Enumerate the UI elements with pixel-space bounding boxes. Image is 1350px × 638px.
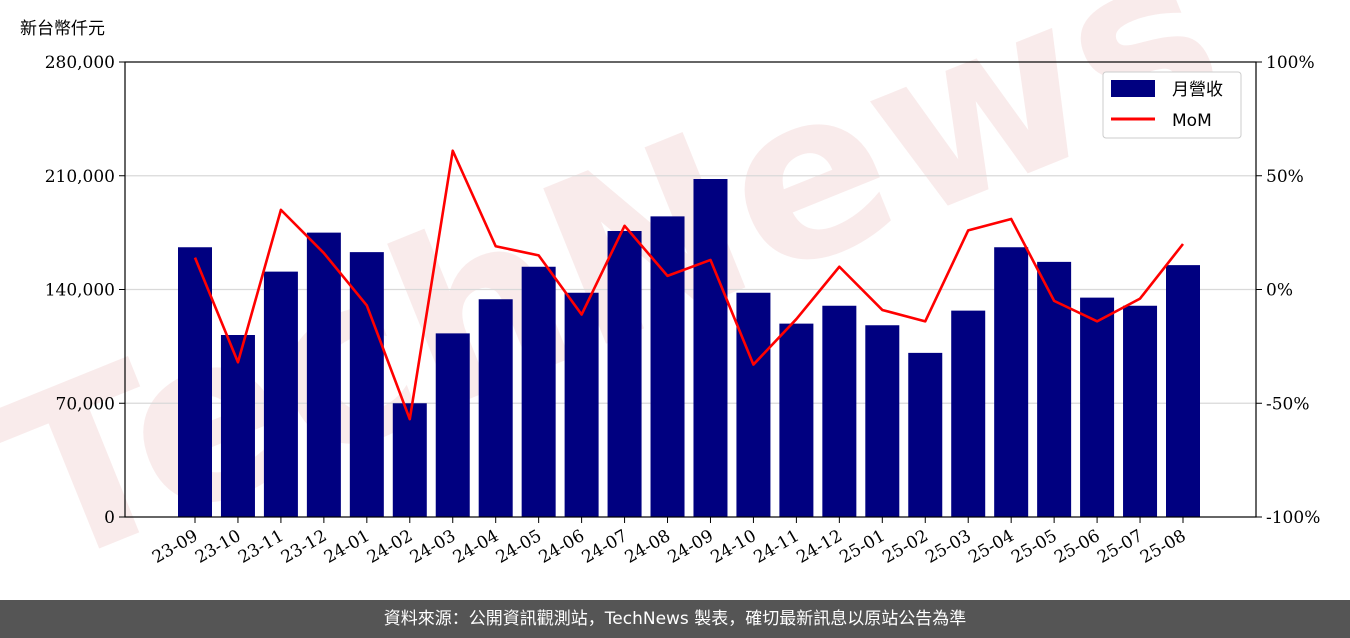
bar-24-08 [650,216,685,517]
y-right-tick-label: 100% [1266,53,1315,73]
bar-25-01 [865,325,900,517]
legend: 月營收 MoM [1102,71,1242,139]
bar-25-06 [1080,297,1115,517]
x-tick-label: 24-05 [493,526,545,568]
bar-23-12 [306,232,341,517]
bar-25-08 [1166,265,1200,517]
y-left-tick-label: 70,000 [56,394,115,414]
bar-25-02 [908,352,943,517]
y-left-tick-label: 140,000 [45,281,115,301]
y-right-tick-label: 0% [1266,281,1293,301]
bar-24-07 [607,231,642,517]
x-tick-label: 24-02 [364,526,416,568]
x-tick-label: 25-08 [1137,526,1189,568]
x-tick-label: 24-10 [707,526,759,568]
bar-series [178,179,1200,517]
x-tick-label: 24-09 [665,526,717,568]
y-left-tick-label: 210,000 [45,167,115,187]
bar-23-10 [220,335,255,517]
x-tick-label: 24-04 [450,526,502,568]
bar-24-11 [779,323,814,517]
x-tick-label: 24-07 [579,526,631,568]
source-footer: 資料來源：公開資訊觀測站，TechNews 製表，確切最新訊息以原站公告為準 [0,600,1350,638]
x-tick-label: 25-03 [922,526,974,568]
bar-24-06 [564,292,599,517]
x-tick-label: 24-03 [407,526,459,568]
y-left-tick-label: 280,000 [45,53,115,73]
bar-24-10 [736,292,771,517]
y-right-tick-label: -100% [1266,508,1320,528]
bar-24-09 [693,179,728,517]
y-axis-left: 0 70,000 140,000 210,000 280,000 [45,53,125,528]
legend-label-mom: MoM [1172,111,1212,131]
bar-24-05 [521,266,556,517]
legend-label-revenue: 月營收 [1172,80,1223,100]
x-tick-label: 24-01 [321,526,373,568]
y-left-tick-label: 0 [104,508,115,528]
bar-24-02 [392,403,427,517]
y-axis-right: -100% -50% 0% 50% 100% [1256,53,1320,528]
bar-24-03 [435,333,470,517]
x-tick-label: 25-07 [1094,526,1146,568]
x-tick-label: 25-04 [965,526,1017,568]
x-tick-label: 24-11 [750,526,802,568]
bar-25-04 [994,247,1029,517]
x-tick-label: 25-05 [1008,526,1060,568]
x-tick-label: 24-08 [622,526,674,568]
legend-swatch-revenue [1111,80,1155,97]
y-right-tick-label: -50% [1266,394,1310,414]
x-tick-label: 25-01 [836,526,888,568]
bar-25-07 [1123,305,1158,517]
bar-24-01 [349,252,384,517]
y-axis-unit-label: 新台幣仟元 [20,19,105,39]
bar-23-11 [263,271,298,517]
mom-line [193,149,1185,421]
x-axis: 23-0923-1023-1123-1224-0124-0224-0324-04… [149,517,1190,568]
y-right-tick-label: 50% [1266,167,1304,187]
bar-24-04 [478,299,513,517]
x-tick-label: 25-06 [1051,526,1103,568]
mom-line-series [193,149,1185,421]
x-tick-label: 24-06 [536,526,588,568]
bar-24-12 [822,305,857,517]
x-tick-label: 25-02 [879,526,931,568]
x-tick-label: 24-12 [793,526,845,568]
bar-25-05 [1037,261,1072,517]
bar-23-09 [178,247,212,517]
bar-25-03 [951,310,986,517]
